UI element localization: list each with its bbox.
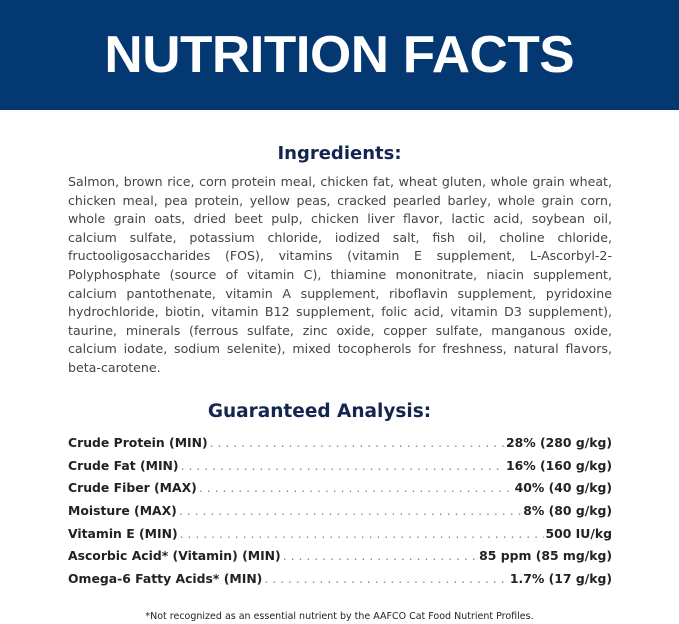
dot-leader bbox=[199, 480, 513, 495]
dot-leader bbox=[210, 435, 504, 450]
dot-leader bbox=[283, 548, 477, 563]
analysis-row: Crude Fat (MIN) 16% (160 g/kg) bbox=[68, 458, 612, 481]
analysis-row: Crude Protein (MIN) 28% (280 g/kg) bbox=[68, 435, 612, 458]
row-value: 85 ppm (85 mg/kg) bbox=[479, 548, 612, 564]
analysis-row: Ascorbic Acid* (Vitamin) (MIN) 85 ppm (85… bbox=[68, 548, 612, 571]
row-value: 28% (280 g/kg) bbox=[506, 435, 612, 450]
analysis-row: Vitamin E (MIN) 500 IU/kg bbox=[68, 526, 612, 549]
analysis-row: Crude Fiber (MAX) 40% (40 g/kg) bbox=[68, 480, 612, 503]
dot-leader bbox=[179, 503, 521, 518]
ingredients-text: Salmon, brown rice, corn protein meal, c… bbox=[68, 174, 612, 375]
title-banner: NUTRITION FACTS bbox=[0, 0, 679, 110]
row-value: 1.7% (17 g/kg) bbox=[509, 571, 612, 587]
analysis-row: Moisture (MAX) 8% (80 g/kg) bbox=[68, 503, 612, 526]
row-value: 40% (40 g/kg) bbox=[514, 480, 612, 496]
row-label: Crude Fiber (MAX) bbox=[68, 480, 197, 496]
row-value: 500 IU/kg bbox=[545, 525, 613, 541]
dot-leader bbox=[181, 458, 504, 473]
analysis-table: Crude Protein (MIN) 28% (280 g/kg) Crude … bbox=[68, 435, 612, 594]
guaranteed-analysis-heading: Guaranteed Analysis: bbox=[207, 401, 432, 422]
row-label: Ascorbic Acid* (Vitamin) (MIN) bbox=[68, 548, 281, 564]
row-label: Moisture (MAX) bbox=[68, 503, 177, 519]
row-label: Crude Fat (MIN) bbox=[68, 457, 179, 473]
row-value: 8% (80 g/kg) bbox=[523, 503, 612, 519]
dot-leader bbox=[264, 571, 508, 586]
page-title: NUTRITION FACTS bbox=[104, 26, 575, 84]
row-label: Crude Protein (MIN) bbox=[68, 435, 208, 450]
row-label: Vitamin E (MIN) bbox=[68, 525, 178, 541]
dot-leader bbox=[180, 526, 544, 541]
row-value: 16% (160 g/kg) bbox=[506, 457, 612, 473]
ingredients-heading: Ingredients: bbox=[277, 143, 402, 164]
footnote: *Not recognized as an essential nutrient… bbox=[145, 611, 534, 622]
analysis-row: Omega-6 Fatty Acids* (MIN) 1.7% (17 g/kg) bbox=[68, 571, 612, 594]
row-label: Omega-6 Fatty Acids* (MIN) bbox=[68, 571, 263, 587]
